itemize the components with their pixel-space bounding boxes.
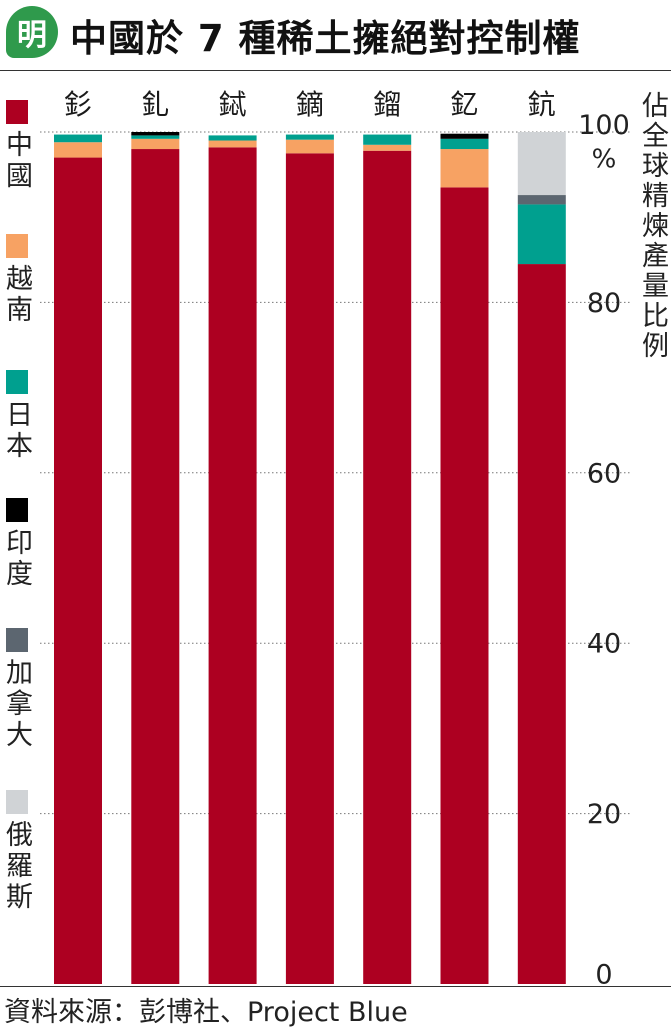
- bar-segment-釓-越南: [131, 139, 179, 149]
- x-tick-label: 鎦: [373, 88, 401, 121]
- bar-segment-鎦-日本: [363, 135, 411, 145]
- bar-segment-鋱-日本: [209, 135, 257, 140]
- bar-segment-鏑-日本: [286, 135, 334, 140]
- bar-segment-釓-印度: [131, 132, 179, 135]
- y-tick-label: 80: [587, 288, 621, 319]
- bar-segment-釤-日本: [54, 135, 102, 143]
- legend-item: 越南: [6, 234, 40, 326]
- bar-segment-釓-中國: [131, 149, 179, 984]
- legend-item: 俄羅斯: [6, 790, 40, 913]
- bar-segment-鈧-中國: [518, 264, 566, 984]
- bar-segment-釔-越南: [441, 149, 489, 187]
- legend-swatch: [6, 370, 28, 394]
- bar-segment-鋱-中國: [209, 147, 257, 984]
- source-note: 資料來源：彭博社、Project Blue: [4, 990, 408, 1029]
- legend-item: 加拿大: [6, 628, 40, 751]
- x-tick-label: 釓: [141, 88, 169, 121]
- bar-segment-鈧-加拿大: [518, 195, 566, 204]
- bar-segment-釔-中國: [441, 187, 489, 984]
- legend-swatch: [6, 234, 28, 258]
- legend-label: 日本: [6, 400, 36, 462]
- legend-label: 印度: [6, 528, 36, 590]
- x-tick-label: 鈧: [528, 88, 556, 121]
- legend-label: 加拿大: [6, 658, 36, 751]
- bottom-divider: [0, 986, 671, 987]
- legend-item: 中國: [6, 100, 40, 192]
- x-tick-label: 鋱: [219, 88, 247, 121]
- legend-item: 印度: [6, 498, 40, 590]
- bar-segment-釔-印度: [441, 134, 489, 139]
- legend-label: 中國: [6, 130, 36, 192]
- bar-segment-鎦-越南: [363, 145, 411, 151]
- legend-swatch: [6, 790, 28, 814]
- legend-label: 越南: [6, 264, 36, 326]
- bar-segment-鏑-中國: [286, 153, 334, 984]
- x-tick-label: 釔: [450, 88, 478, 121]
- bar-segment-鏑-越南: [286, 140, 334, 154]
- legend-swatch: [6, 628, 28, 652]
- bar-segment-釓-日本: [131, 135, 179, 138]
- bar-segment-鈧-日本: [518, 204, 566, 264]
- bar-segment-釤-中國: [54, 158, 102, 984]
- legend-swatch: [6, 498, 28, 522]
- y-unit-label: %: [592, 145, 617, 175]
- legend-swatch: [6, 100, 28, 124]
- bar-segment-釤-越南: [54, 142, 102, 157]
- y-tick-label: 60: [587, 458, 621, 489]
- y-axis-label: 佔全球精煉產量比例: [642, 92, 670, 362]
- x-tick-label: 鏑: [296, 88, 324, 121]
- bar-segment-鋱-越南: [209, 141, 257, 148]
- x-tick-label: 釤: [64, 88, 92, 121]
- legend-item: 日本: [6, 370, 40, 462]
- y-tick-label: 20: [587, 799, 621, 830]
- bar-segment-鎦-中國: [363, 151, 411, 984]
- y-tick-label: 40: [587, 629, 621, 660]
- legend-label: 俄羅斯: [6, 820, 36, 913]
- y-tick-label: 100: [578, 110, 630, 141]
- bar-segment-鈧-俄羅斯: [518, 132, 566, 195]
- bar-segment-釔-日本: [441, 139, 489, 149]
